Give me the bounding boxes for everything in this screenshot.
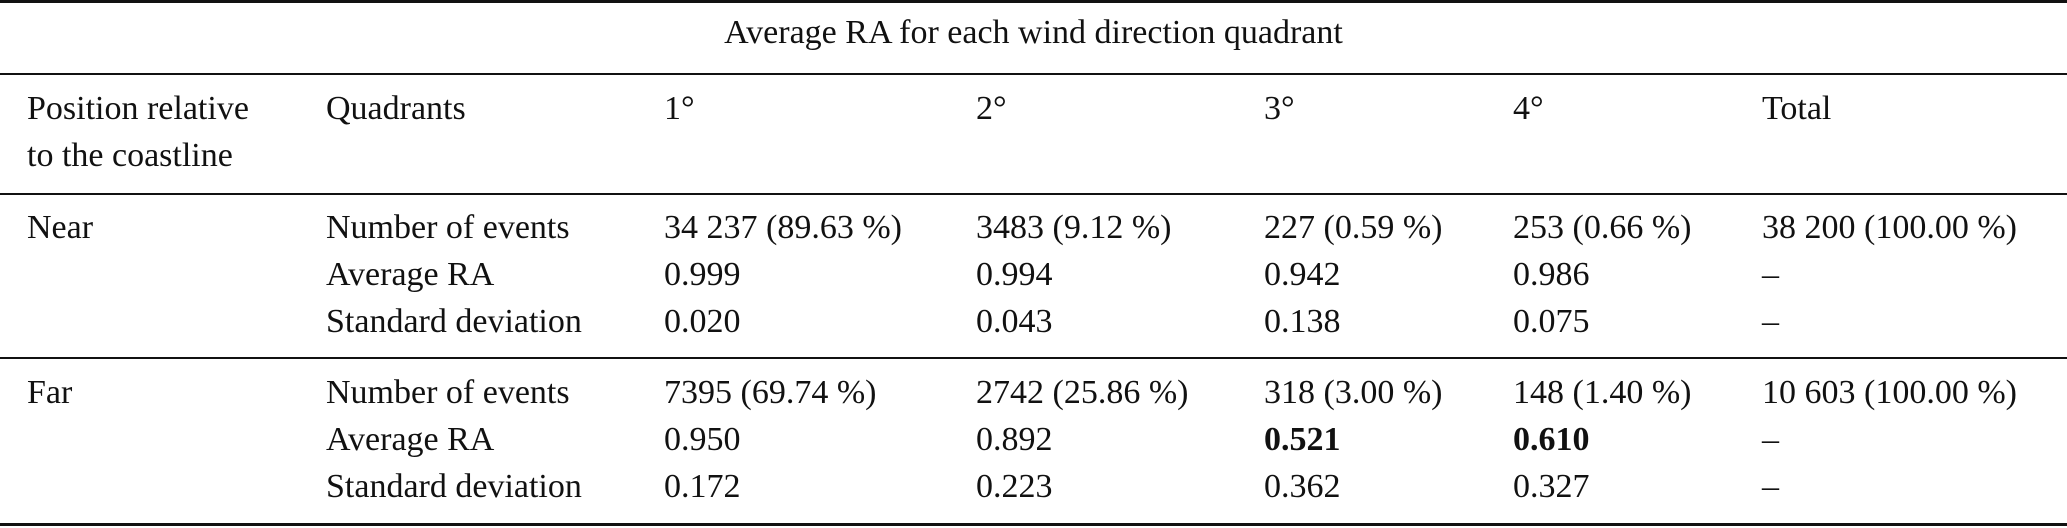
cell-q3: 0.942 <box>1264 256 1341 293</box>
row-metric: Average RA <box>326 421 495 458</box>
cell-total: – <box>1762 256 1779 293</box>
cell-total: 38 200 (100.00 %) <box>1762 209 2017 246</box>
row-metric: Standard deviation <box>326 468 582 505</box>
group-position-label: Near <box>27 209 94 246</box>
group-rule <box>0 357 2067 359</box>
cell-q2: 0.994 <box>976 256 1053 293</box>
cell-q3: 227 (0.59 %) <box>1264 209 1443 246</box>
cell-q3: 0.362 <box>1264 468 1341 505</box>
cell-q2: 3483 (9.12 %) <box>976 209 1172 246</box>
cell-q4: 0.986 <box>1513 256 1590 293</box>
header-q1: 1° <box>664 90 695 127</box>
cell-q3: 0.138 <box>1264 303 1341 340</box>
cell-q1: 0.172 <box>664 468 741 505</box>
header-position-line2: to the coastline <box>27 137 233 174</box>
group-position-label: Far <box>27 374 73 411</box>
cell-q1: 0.020 <box>664 303 741 340</box>
cell-q4: 0.075 <box>1513 303 1590 340</box>
cell-q4: 0.327 <box>1513 468 1590 505</box>
cell-total: 10 603 (100.00 %) <box>1762 374 2017 411</box>
bottom-rule <box>0 523 2067 526</box>
cell-q4: 253 (0.66 %) <box>1513 209 1692 246</box>
row-metric: Standard deviation <box>326 303 582 340</box>
cell-q1: 0.950 <box>664 421 741 458</box>
header-q2: 2° <box>976 90 1007 127</box>
row-metric: Average RA <box>326 256 495 293</box>
cell-q4-highlight: 0.610 <box>1513 421 1590 458</box>
cell-q3-highlight: 0.521 <box>1264 421 1341 458</box>
row-metric: Number of events <box>326 374 570 411</box>
cell-q1: 34 237 (89.63 %) <box>664 209 902 246</box>
cell-q2: 2742 (25.86 %) <box>976 374 1189 411</box>
header-quadrants: Quadrants <box>326 90 466 127</box>
caption-rule <box>0 73 2067 75</box>
cell-q2: 0.043 <box>976 303 1053 340</box>
cell-q1: 7395 (69.74 %) <box>664 374 877 411</box>
table-caption: Average RA for each wind direction quadr… <box>724 14 1343 51</box>
cell-q2: 0.892 <box>976 421 1053 458</box>
header-position-line1: Position relative <box>27 90 249 127</box>
top-rule <box>0 0 2067 3</box>
cell-q1: 0.999 <box>664 256 741 293</box>
cell-q3: 318 (3.00 %) <box>1264 374 1443 411</box>
cell-total: – <box>1762 303 1779 340</box>
row-metric: Number of events <box>326 209 570 246</box>
cell-q2: 0.223 <box>976 468 1053 505</box>
header-q3: 3° <box>1264 90 1295 127</box>
cell-q4: 148 (1.40 %) <box>1513 374 1692 411</box>
header-rule <box>0 193 2067 195</box>
cell-total: – <box>1762 468 1779 505</box>
cell-total: – <box>1762 421 1779 458</box>
header-total: Total <box>1762 90 1832 127</box>
header-q4: 4° <box>1513 90 1544 127</box>
